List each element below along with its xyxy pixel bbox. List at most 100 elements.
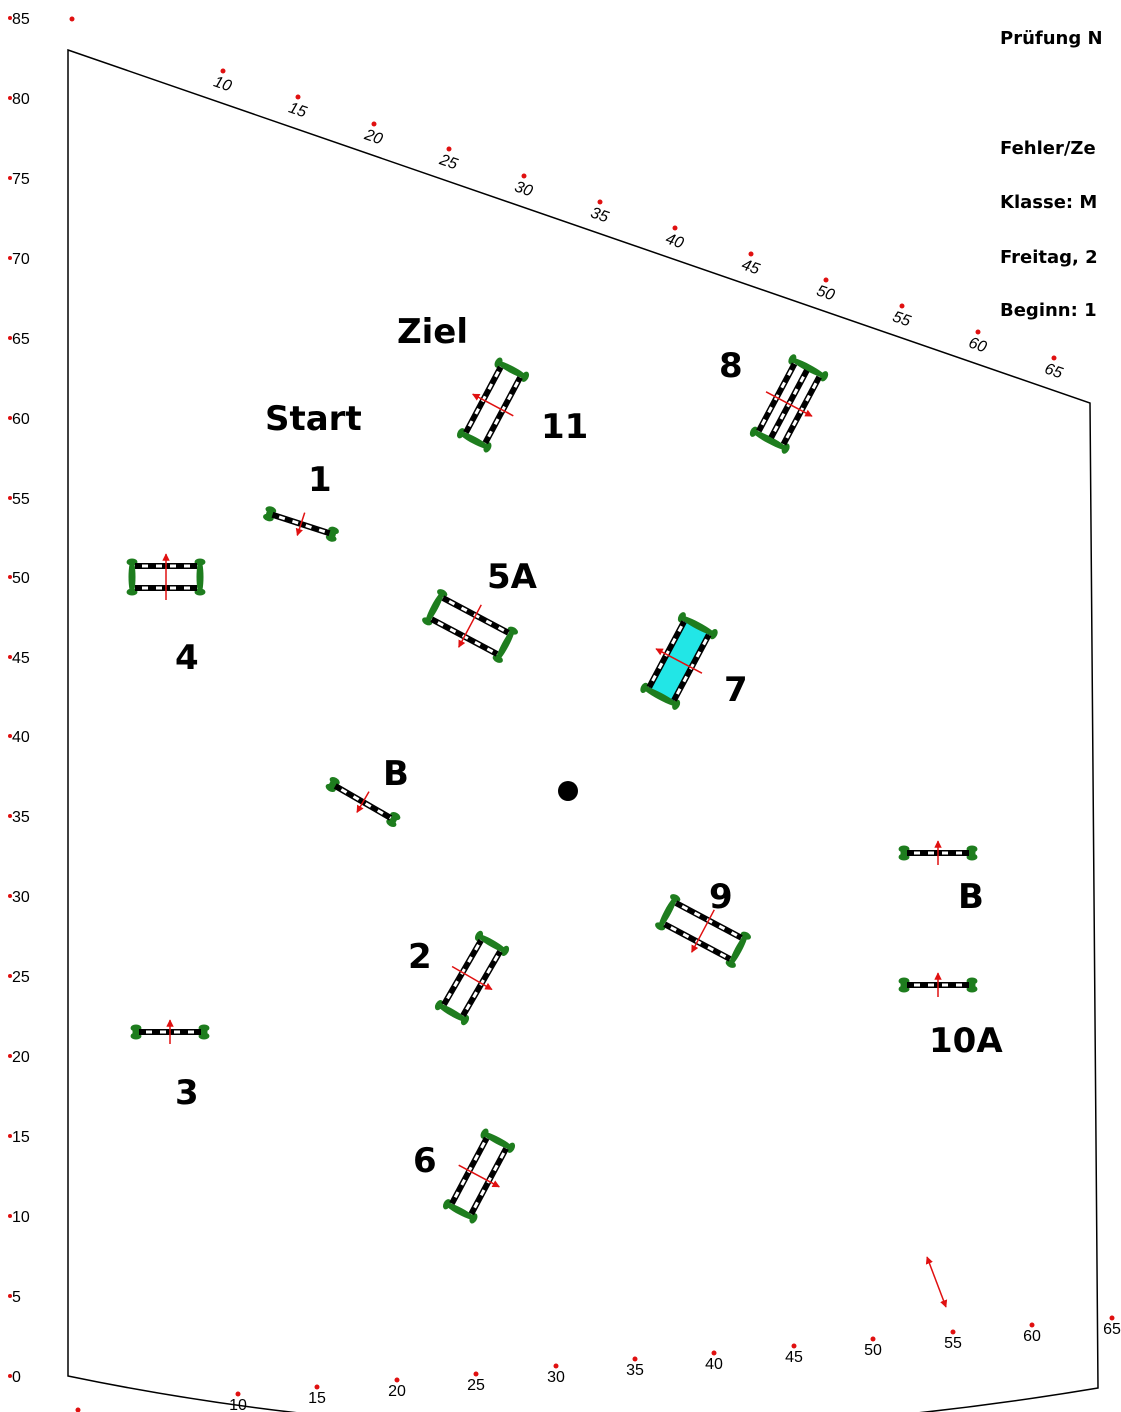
wing-foot (492, 654, 503, 663)
top-axis-dot (672, 225, 678, 231)
obstacle-6 (442, 1128, 516, 1224)
left-axis-dot (8, 416, 12, 420)
jump-2-label: 2 (408, 937, 432, 977)
wing-foot (130, 1024, 142, 1032)
left-axis-dot (8, 1294, 12, 1298)
wing-foot (442, 1199, 452, 1210)
top-axis-tick: 15 (286, 99, 308, 121)
top-axis: 10 15 20 25 30 35 40 45 50 55 60 65 (211, 68, 1065, 382)
bottom-axis-dot (235, 1391, 241, 1397)
bottom-axis-dot (711, 1350, 717, 1356)
obstacle-9 (655, 894, 751, 968)
obstacle-11 (456, 357, 530, 453)
left-axis-dot (8, 734, 12, 738)
start-label: Start (265, 399, 362, 439)
header-faults: Fehler/Ze (1000, 138, 1096, 159)
jump-10a-label: 10A (929, 1021, 1003, 1061)
top-axis-tick: 55 (890, 308, 912, 330)
left-axis-tick: 20 (12, 1049, 30, 1066)
left-axis-dot (8, 814, 12, 818)
left-axis-dot (8, 176, 12, 180)
direction-arrow (655, 648, 703, 674)
jump-7-label: 7 (724, 670, 748, 710)
top-axis-dot (295, 94, 301, 100)
top-axis-dot (823, 277, 829, 283)
wing-foot (677, 612, 686, 623)
left-axis-dot (8, 1214, 12, 1218)
left-axis-dot (8, 16, 12, 20)
header-day: Freitag, 2 (1000, 247, 1098, 268)
bottom-axis-tick: 40 (705, 1356, 723, 1373)
left-axis-tick: 0 (12, 1369, 21, 1386)
bottom-axis-tick: 20 (388, 1383, 406, 1400)
wing-foot (966, 845, 978, 853)
wing-foot (194, 558, 206, 566)
jump-6-label: 6 (413, 1141, 437, 1181)
wing-foot (506, 1142, 516, 1153)
bottom-axis-tick: 60 (1023, 1328, 1041, 1345)
wing (425, 590, 445, 625)
wing-foot (966, 985, 978, 993)
wing-foot (781, 443, 790, 454)
left-axis-dot (8, 1054, 12, 1058)
left-axis-tick: 45 (12, 650, 30, 667)
header-start-time: Beginn: 1 (1000, 300, 1097, 321)
direction-arrow (295, 512, 306, 537)
wing-foot (434, 1000, 444, 1011)
left-axis-tick: 40 (12, 729, 30, 746)
bottom-axis-dot (473, 1371, 479, 1377)
wing-foot (474, 930, 484, 941)
bottom-axis-tick: 10 (229, 1397, 247, 1412)
top-axis-dot (748, 251, 754, 257)
jump-3-label: 3 (175, 1073, 199, 1113)
wing-foot (328, 526, 339, 535)
direction-arrow (691, 909, 715, 953)
wing-foot (469, 1213, 478, 1224)
b-label-2: B (958, 877, 984, 917)
left-axis-tick: 75 (12, 171, 30, 188)
left-axis-tick: 35 (12, 809, 30, 826)
bottom-axis-dot (950, 1329, 956, 1335)
bottom-axis-dot (394, 1377, 400, 1383)
jump-11-label: 11 (541, 407, 588, 447)
top-axis-dot (371, 121, 377, 127)
left-axis-tick: 60 (12, 411, 30, 428)
top-axis-dot (220, 68, 226, 74)
wing (641, 685, 679, 707)
header-exam: Prüfung N (1000, 28, 1103, 49)
bottom-axis-dot (632, 1356, 638, 1362)
wing (436, 1003, 468, 1023)
left-axis-tick: 50 (12, 570, 30, 587)
wing-foot (898, 845, 910, 853)
wing-foot (198, 1024, 210, 1032)
wing-foot (966, 853, 978, 861)
bottom-axis-tick: 50 (864, 1342, 882, 1359)
wing (458, 431, 491, 450)
obstacle-3 (130, 1019, 210, 1044)
left-axis-dot (8, 894, 12, 898)
wing-foot (709, 629, 718, 640)
wing-foot (740, 931, 751, 940)
left-axis-tick: 70 (12, 251, 30, 268)
header-class: Klasse: M (1000, 192, 1098, 213)
left-axis-tick: 25 (12, 969, 30, 986)
direction-arrow (451, 965, 493, 991)
wing (728, 932, 748, 967)
top-axis-tick: 65 (1042, 360, 1064, 382)
bottom-axis-dot (870, 1336, 876, 1342)
wing-foot (386, 818, 397, 828)
top-axis-dot (446, 146, 452, 152)
left-axis-tick: 30 (12, 889, 30, 906)
wing-foot (483, 442, 492, 453)
wing-foot (966, 977, 978, 985)
wing-foot (329, 776, 340, 786)
left-axis-tick: 65 (12, 331, 30, 348)
wing-foot (194, 588, 206, 596)
top-axis-dot (1051, 355, 1057, 361)
left-axis-dot (8, 96, 12, 100)
wing-foot (422, 617, 433, 626)
obstacles (126, 354, 978, 1224)
wing (196, 559, 204, 595)
